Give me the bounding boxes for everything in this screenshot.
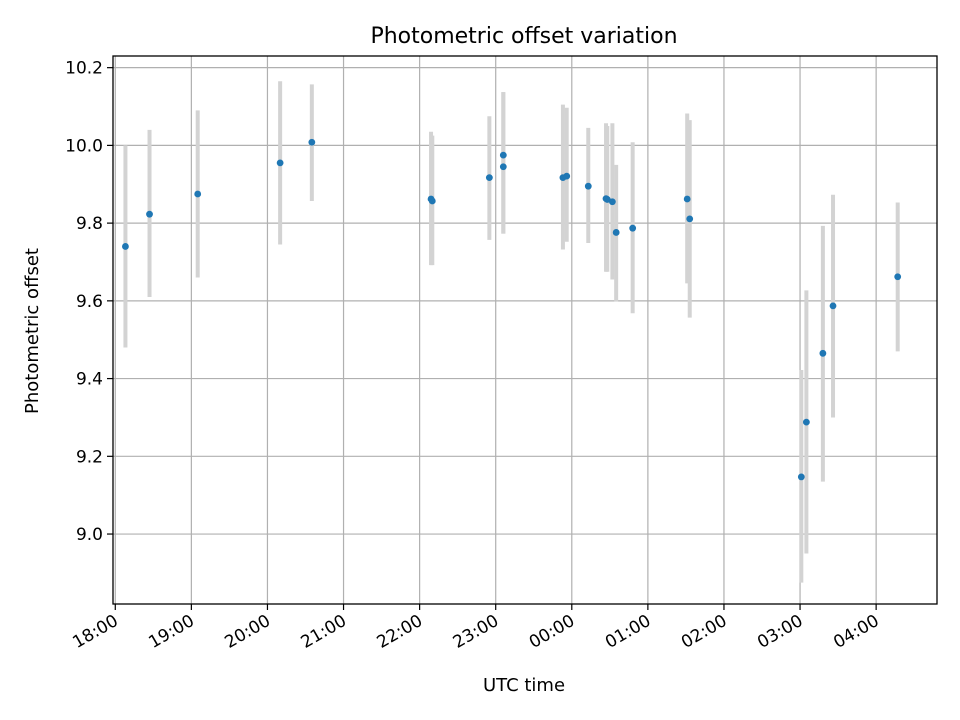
- y-tick-label: 9.2: [76, 447, 103, 467]
- data-point: [829, 302, 837, 310]
- data-point: [683, 195, 691, 203]
- x-tick-label: 22:00: [374, 611, 426, 653]
- data-point: [629, 224, 637, 232]
- x-tick-label: 03:00: [754, 611, 806, 653]
- tick-layer: 18:00 19:00 20:00 21:00 22:00 23:00 00:00 01:00…: [65, 59, 882, 653]
- y-tick-label: 10.0: [65, 136, 103, 156]
- data-point: [603, 196, 611, 203]
- x-tick-label: 19:00: [145, 611, 197, 653]
- x-tick-label: 21:00: [298, 611, 350, 653]
- plot-frame: [112, 55, 938, 605]
- y-axis-label: Photometric offset: [22, 248, 43, 414]
- x-tick-label: 20:00: [222, 611, 274, 653]
- x-tick-label: 00:00: [526, 611, 578, 653]
- data-point: [428, 197, 436, 205]
- data-point: [563, 172, 571, 180]
- data-point: [819, 349, 827, 357]
- x-tick-label: 04:00: [830, 611, 882, 653]
- errorbar-layer: [123, 81, 900, 583]
- data-point: [612, 229, 620, 236]
- x-tick-label: 23:00: [450, 611, 502, 653]
- data-point: [308, 138, 316, 146]
- data-point: [499, 163, 507, 171]
- grid-layer: [113, 56, 937, 604]
- data-point: [485, 174, 493, 182]
- y-tick-label: 10.2: [65, 59, 103, 79]
- data-point: [276, 159, 284, 167]
- data-point: [499, 151, 507, 159]
- x-tick-label: 18:00: [69, 611, 121, 653]
- y-tick-label: 9.0: [76, 525, 103, 545]
- data-point: [797, 473, 805, 481]
- y-tick-label: 9.6: [76, 292, 103, 312]
- x-tick-label: 02:00: [678, 611, 730, 653]
- data-point: [894, 273, 902, 281]
- data-point: [584, 182, 592, 190]
- y-tick-label: 9.8: [76, 214, 103, 234]
- data-point: [608, 198, 616, 206]
- data-point: [194, 190, 202, 198]
- x-axis-label: UTC time: [483, 675, 565, 696]
- data-point: [122, 243, 129, 250]
- data-point: [802, 418, 810, 426]
- data-point: [146, 210, 153, 218]
- y-tick-label: 9.4: [76, 370, 103, 390]
- chart-title: Photometric offset variation: [370, 24, 677, 49]
- data-point: [686, 215, 694, 223]
- point-layer: [122, 138, 902, 481]
- x-tick-label: 01:00: [602, 611, 654, 653]
